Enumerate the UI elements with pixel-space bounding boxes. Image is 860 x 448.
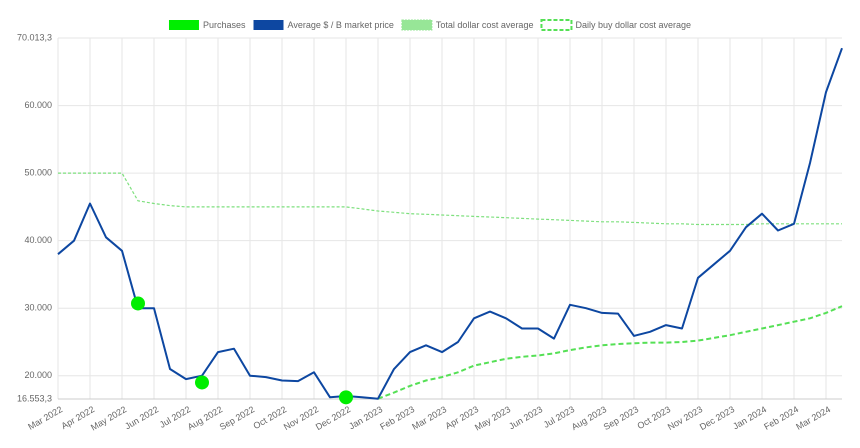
legend-swatch (168, 20, 199, 30)
x-tick-label: Jun 2023 (507, 404, 544, 431)
x-tick-label: Dec 2023 (698, 404, 736, 432)
x-tick-label: Aug 2022 (186, 404, 224, 432)
series-line (377, 305, 843, 400)
legend-item: Purchases (168, 20, 246, 30)
legend-label: Average $ / B market price (288, 20, 394, 30)
y-tick-label: 20.000 (24, 370, 52, 380)
legend-swatch (540, 19, 573, 31)
legend-label: Daily buy dollar cost average (575, 20, 691, 30)
y-tick-label: 70.013,3 (17, 32, 52, 42)
x-tick-label: Mar 2022 (26, 404, 64, 432)
y-tick-label: 16.553,3 (17, 393, 52, 403)
legend-item: Average $ / B market price (253, 20, 394, 30)
legend-label: Total dollar cost average (436, 20, 534, 30)
x-tick-label: Sep 2022 (218, 404, 256, 432)
x-tick-label: Nov 2022 (282, 404, 320, 432)
series-line (57, 47, 843, 400)
series-line (58, 172, 842, 226)
legend: Purchases Average $ / B market price Total… (168, 19, 691, 31)
x-tick-label: Feb 2023 (378, 404, 416, 432)
x-tick-label: May 2023 (473, 404, 512, 432)
purchase-point (131, 296, 145, 311)
y-tick-label: 40.000 (24, 235, 52, 245)
purchase-point (195, 375, 209, 390)
x-tick-label: Jan 2023 (347, 404, 384, 431)
x-tick-label: Jan 2024 (731, 404, 768, 431)
x-tick-label: Oct 2023 (636, 404, 673, 431)
legend-swatch (253, 20, 284, 30)
legend-item: Daily buy dollar cost average (540, 19, 691, 31)
x-tick-label: Oct 2022 (252, 404, 289, 431)
x-tick-label: Aug 2023 (570, 404, 608, 432)
x-tick-label: Mar 2023 (410, 404, 448, 432)
legend-item: Total dollar cost average (401, 19, 534, 31)
purchase-point (339, 390, 353, 405)
y-tick-label: 60.000 (24, 100, 52, 110)
y-tick-label: 30.000 (24, 303, 52, 313)
legend-swatch (401, 19, 433, 31)
x-tick-label: Mar 2024 (794, 404, 832, 432)
x-tick-label: May 2022 (89, 404, 128, 432)
legend-label: Purchases (203, 20, 246, 30)
x-tick-label: Jun 2022 (123, 404, 160, 431)
x-tick-label: Dec 2022 (314, 404, 352, 432)
x-tick-label: Feb 2024 (762, 404, 800, 432)
x-tick-label: Nov 2023 (666, 404, 704, 432)
x-tick-label: Sep 2023 (602, 404, 640, 432)
y-tick-label: 50.000 (24, 168, 52, 178)
